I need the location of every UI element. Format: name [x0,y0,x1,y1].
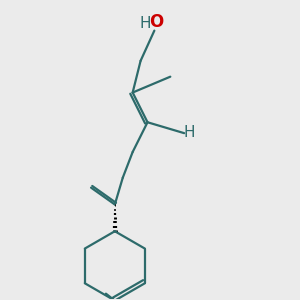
Text: H: H [140,16,151,31]
Text: O: O [149,13,163,31]
Text: H: H [184,125,195,140]
